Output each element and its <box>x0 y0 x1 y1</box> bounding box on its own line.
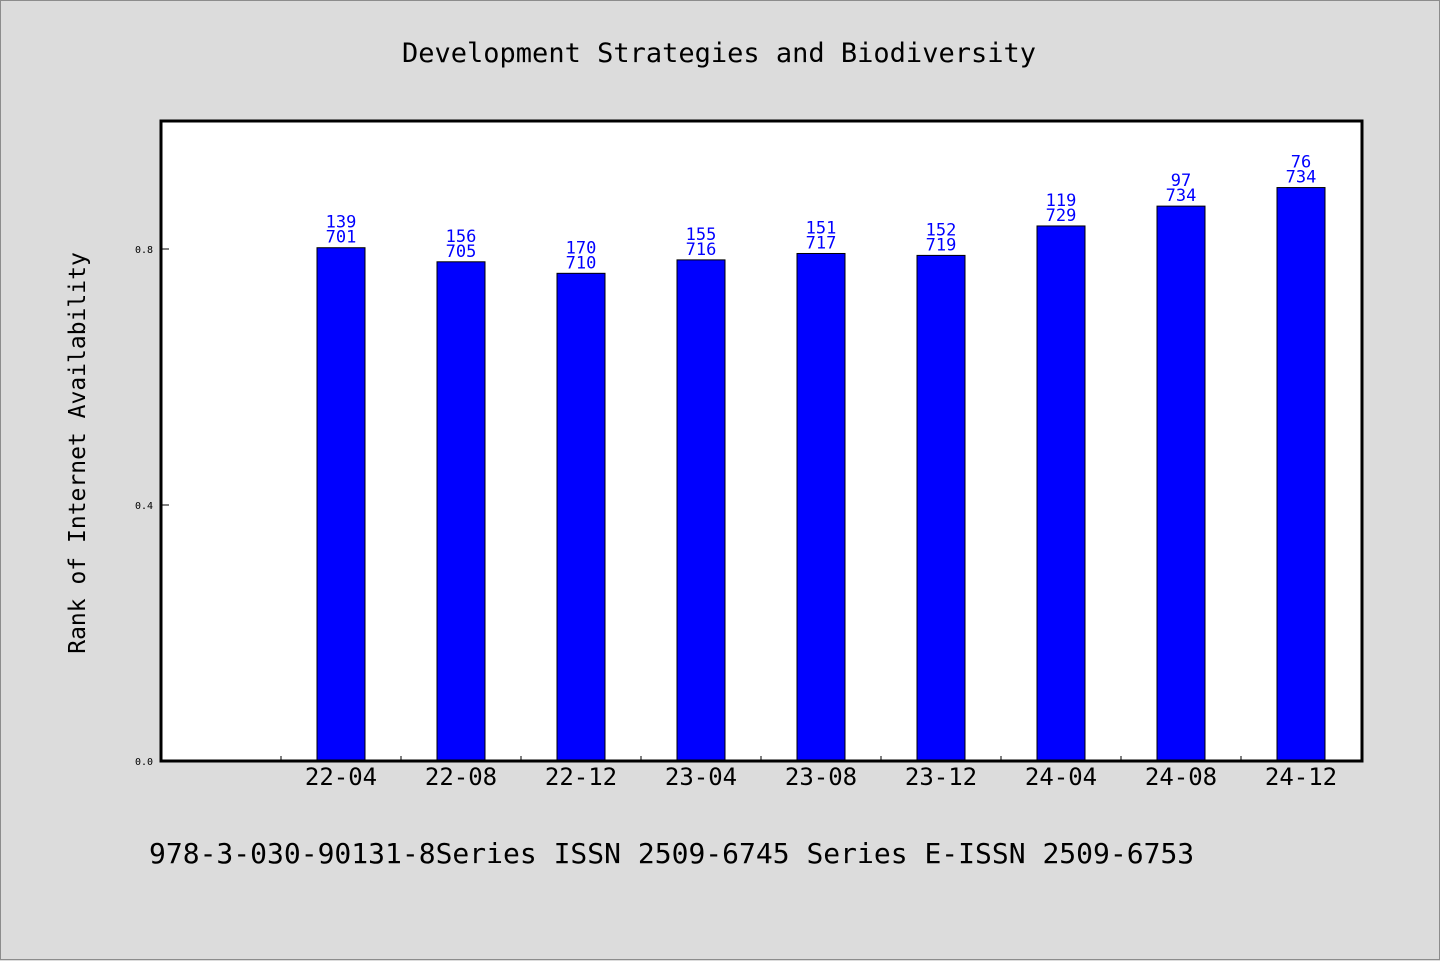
bar-24-04 <box>1036 225 1086 762</box>
x-tick-label: 23-08 <box>785 763 857 791</box>
data-label-bottom: 734 <box>1286 168 1317 188</box>
data-label-bottom: 719 <box>926 235 957 255</box>
bar-23-04 <box>676 259 726 762</box>
y-tick-label: 0.4 <box>135 501 153 512</box>
y-axis-label: Rank of Internet Availability <box>65 252 91 654</box>
bar-24-08 <box>1156 205 1206 762</box>
data-label-top: 152 <box>926 220 957 240</box>
x-tick-label: 23-04 <box>665 763 737 791</box>
data-label-top: 155 <box>686 225 717 245</box>
y-tick-label: 0.0 <box>135 757 153 768</box>
data-label-bottom: 705 <box>446 242 477 262</box>
data-label-top: 156 <box>446 227 477 247</box>
chart-title: Development Strategies and Biodiversity <box>402 38 1036 69</box>
bars <box>316 187 1326 762</box>
data-label-top: 119 <box>1046 191 1077 211</box>
x-tick-label: 24-12 <box>1265 763 1337 791</box>
data-label-top: 151 <box>806 218 837 238</box>
x-tick-label: 24-08 <box>1145 763 1217 791</box>
data-label-top: 170 <box>566 238 597 258</box>
bar-22-12 <box>556 272 606 762</box>
data-label-bottom: 717 <box>806 233 837 253</box>
bar-22-08 <box>436 261 486 762</box>
data-label-top: 97 <box>1171 171 1191 191</box>
data-label-bottom: 734 <box>1166 186 1197 206</box>
x-tick-label: 22-12 <box>545 763 617 791</box>
data-label-bottom: 701 <box>326 228 357 248</box>
x-tick-label: 22-08 <box>425 763 497 791</box>
data-label-bottom: 716 <box>686 240 717 260</box>
plot-border <box>159 119 1364 763</box>
bar-23-08 <box>796 252 846 762</box>
bar-24-12 <box>1276 187 1326 762</box>
bar-22-04 <box>316 247 366 762</box>
y-tick-label: 0.8 <box>135 245 153 256</box>
x-tick-label: 23-12 <box>905 763 977 791</box>
footer-text: 978-3-030-90131-8Series ISSN 2509-6745 S… <box>149 837 1194 870</box>
data-label-bottom: 729 <box>1046 206 1077 226</box>
x-tick-label: 22-04 <box>305 763 377 791</box>
data-label-bottom: 710 <box>566 253 597 273</box>
data-label-top: 139 <box>326 213 357 233</box>
data-label-top: 76 <box>1291 153 1311 173</box>
x-ticks: 22-04 22-08 22-12 23-04 23-08 23-12 24-04 24-08… <box>280 756 1362 791</box>
bar-23-12 <box>916 254 966 762</box>
x-tick-label: 24-04 <box>1025 763 1097 791</box>
